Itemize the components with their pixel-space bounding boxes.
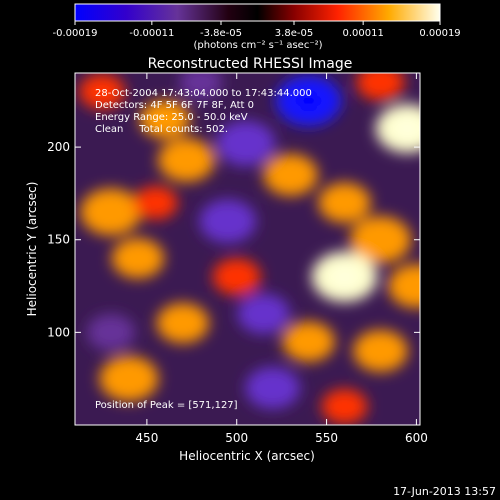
heatmap-blob	[212, 258, 261, 296]
heatmap-blob-core	[392, 117, 420, 140]
heatmap-blob	[199, 199, 257, 243]
colorbar-tick-label: -0.00019	[53, 28, 98, 39]
heatmap-blob	[134, 185, 178, 220]
heatmap-blob	[356, 73, 405, 101]
colorbar-tick-label: 0.00011	[342, 28, 383, 39]
heatmap-blob	[388, 264, 420, 308]
heatmap-blob	[245, 367, 300, 409]
heatmap-blob	[321, 388, 368, 425]
colorbar: -0.00019 -0.00011 -3.8e-05 3.8e-05 0.00011 0.…	[53, 3, 461, 51]
heatmap-blob-core	[329, 265, 360, 289]
heatmap-blob	[80, 188, 142, 236]
y-tick-label: 100	[47, 325, 70, 339]
plot-frame	[74, 72, 421, 426]
annotation-detectors: Detectors: 4F 5F 6F 7F 8F, Att 0	[95, 100, 254, 111]
annotation-time-range: 28-Oct-2004 17:43:04.000 to 17:43:44.000	[95, 88, 312, 99]
heatmap-field	[79, 73, 420, 425]
y-tick-label: 200	[47, 140, 70, 154]
x-tick-label: 450	[135, 431, 158, 445]
footer-timestamp: 17-Jun-2013 13:57	[393, 485, 496, 498]
colorbar-ticks: -0.00019 -0.00011 -3.8e-05 3.8e-05 0.00011 0.…	[53, 21, 461, 39]
heatmap-blob	[282, 321, 335, 362]
annotation-method-counts: Clean Total counts: 502.	[95, 124, 228, 135]
heatmap-blob	[139, 100, 190, 139]
x-tick-label: 500	[225, 431, 248, 445]
heatmap-blob	[353, 329, 408, 372]
heatmap-blob	[318, 182, 371, 223]
heatmap-blob	[86, 313, 135, 351]
colorbar-tick-label: -0.00011	[129, 28, 174, 39]
chart-title: Reconstructed RHESSI Image	[148, 56, 353, 72]
annotation-block: 28-Oct-2004 17:43:04.000 to 17:43:44.000…	[95, 88, 312, 135]
heatmap-blob	[179, 73, 223, 99]
heatmap-blob	[99, 356, 159, 402]
colorbar-tick-label: -3.8e-05	[200, 28, 242, 39]
heatmap-blob	[237, 293, 290, 334]
annotation-energy-range: Energy Range: 25.0 - 50.0 keV	[95, 112, 248, 123]
colorbar-tick-label: 0.00019	[419, 28, 460, 39]
x-axis-label: Heliocentric X (arcsec)	[179, 449, 315, 463]
heatmap-blob	[156, 303, 209, 344]
plot-area: 450 500 550 600 100 150 200	[47, 72, 428, 445]
heatmap-blob	[158, 138, 215, 182]
heatmap-blob	[349, 216, 411, 264]
heatmap-blob	[216, 120, 276, 167]
axis-ticks: 450 500 550 600 100 150 200	[47, 73, 428, 445]
colorbar-strip	[74, 3, 441, 22]
y-axis-label: Heliocentric Y (arcsec)	[25, 182, 39, 317]
heatmap-blob	[79, 73, 125, 110]
heatmap-blob	[111, 238, 165, 279]
colorbar-units: (photons cm⁻² s⁻¹ asec⁻²)	[193, 40, 322, 51]
heatmap-blob	[263, 153, 318, 196]
heatmap-blob-core	[293, 89, 324, 113]
colorbar-tick-label: 3.8e-05	[275, 28, 313, 39]
y-tick-label: 150	[47, 233, 70, 247]
x-tick-label: 600	[405, 431, 428, 445]
x-tick-label: 550	[315, 431, 338, 445]
peak-position-label: Position of Peak = [571,127]	[95, 400, 238, 411]
